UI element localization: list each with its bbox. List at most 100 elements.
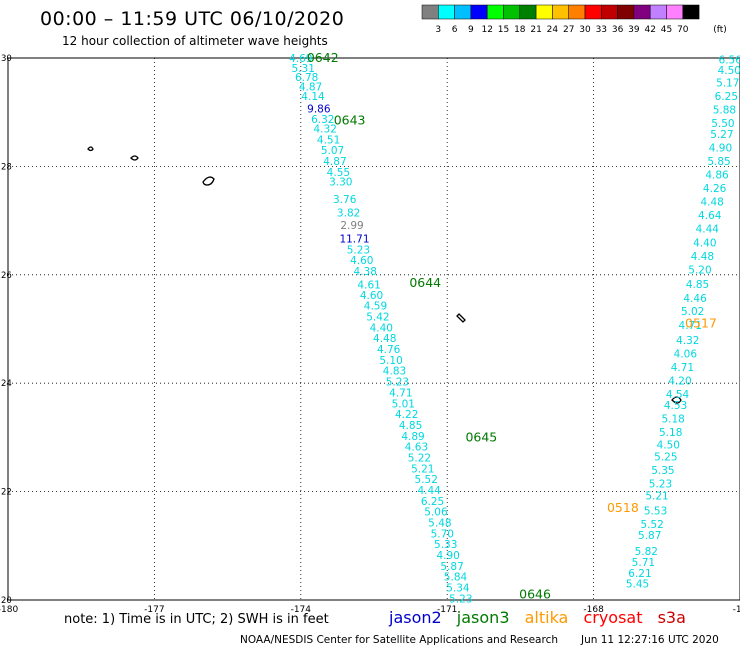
wave-height-value: 5.21: [411, 463, 434, 475]
island-outline: [456, 313, 466, 323]
colorscale-label: 36: [612, 25, 624, 35]
colorscale-swatch: [682, 4, 700, 20]
colorscale: 3 6 9 12 15 18 21 24 27 30 33 36 39 42 45 70 (ft): [421, 4, 727, 35]
wave-height-value: 5.01: [392, 398, 415, 410]
wave-height-value: 4.90: [709, 142, 732, 154]
wave-height-value: 5.25: [654, 451, 677, 463]
wave-height-value: 4.76: [377, 344, 401, 356]
x-tick-label: -180: [0, 605, 18, 615]
y-tick-label: 22: [1, 488, 12, 498]
y-tick-label: 28: [1, 162, 12, 172]
y-tick-label: 24: [1, 379, 12, 389]
pass-time-label: 0642: [307, 50, 339, 65]
wave-height-value: 4.89: [401, 431, 424, 443]
wave-height-value: 5.48: [428, 517, 451, 529]
wave-height-value: 5.02: [681, 306, 704, 318]
wave-height-value: 5.33: [434, 539, 457, 551]
colorscale-label: 33: [596, 25, 607, 35]
wave-height-value: 5.06: [424, 507, 448, 519]
wave-height-value: 5.87: [638, 530, 661, 542]
wave-height-value: 5.23: [347, 244, 370, 256]
wave-height-value: 4.40: [693, 237, 716, 249]
credit-line: NOAA/NESDIS Center for Satellite Applica…: [240, 634, 558, 646]
wave-height-value: 4.14: [301, 91, 325, 103]
wave-height-value: 4.20: [668, 375, 691, 387]
x-tick-label: -174: [291, 605, 312, 615]
colorscale-label: 21: [530, 25, 541, 35]
x-tick-label: -16: [733, 605, 740, 615]
wave-height-value: 5.85: [707, 156, 730, 168]
wave-height-value: 5.82: [635, 546, 658, 558]
wave-height-value: 4.71: [679, 320, 702, 332]
wave-height-value: 6.78: [295, 72, 318, 84]
pass-time-label: 0645: [465, 429, 497, 444]
colorscale-label: 6: [452, 25, 458, 35]
timestamp: Jun 11 12:27:16 UTC 2020: [581, 634, 719, 646]
wave-height-value: 4.61: [357, 280, 380, 292]
wave-height-value: 4.44: [417, 485, 441, 497]
legend-altika: altika: [524, 608, 569, 627]
wave-height-value: 5.88: [713, 104, 736, 116]
colorscale-label: 3: [435, 25, 441, 35]
wave-height-value: 4.71: [389, 387, 412, 399]
wave-height-value: 5.42: [366, 312, 389, 324]
wave-height-value: 5.23: [649, 478, 672, 490]
wave-height-value: 4.53: [664, 400, 687, 412]
colorscale-label: 15: [498, 25, 509, 35]
island-outline: [87, 146, 94, 152]
wave-height-value: 4.48: [700, 197, 723, 209]
wave-height-value: 5.50: [711, 118, 734, 130]
wave-height-value: 5.07: [321, 145, 344, 157]
wave-height-value: 4.60: [360, 290, 383, 302]
wave-height-value: 4.69: [289, 53, 312, 65]
footer-note: note: 1) Time is in UTC; 2) SWH is in fe…: [64, 612, 329, 627]
colorscale-label: 70: [677, 25, 689, 35]
colorscale-label: 24: [547, 25, 559, 35]
pass-time-label: 0517: [685, 316, 717, 331]
y-tick-label: 30: [1, 54, 12, 64]
wave-height-value: 4.32: [676, 335, 699, 347]
wave-height-value: 5.10: [379, 355, 402, 367]
y-tick-label: 26: [1, 271, 12, 281]
colorscale-label: 42: [644, 25, 655, 35]
colorscale-unit: (ft): [713, 25, 727, 35]
wave-height-value: 2.99: [340, 220, 363, 232]
wave-height-value: 5.22: [408, 452, 431, 464]
legend-jason3: jason3: [456, 608, 510, 627]
wave-height-value: 5.45: [626, 579, 649, 591]
wave-height-value: 4.50: [718, 65, 740, 77]
wave-height-value: 4.59: [364, 301, 387, 313]
wave-height-value: 4.90: [436, 550, 459, 562]
wave-height-value: 6.25: [715, 91, 738, 103]
wave-height-value: 4.54: [666, 389, 690, 401]
wave-height-value: 4.40: [370, 322, 393, 334]
colorscale-label: 45: [661, 25, 672, 35]
wave-height-value: 4.46: [683, 293, 707, 305]
satellite-legend: jason2 jason3 altika cryosat s3a: [389, 608, 696, 627]
wave-height-value: 5.27: [710, 129, 733, 141]
wave-height-value: 4.50: [657, 439, 680, 451]
wave-height-value: 4.32: [314, 123, 337, 135]
wave-height-value: 5.84: [444, 572, 468, 584]
wave-height-value: 5.34: [446, 583, 470, 595]
wave-height-value: 5.20: [688, 264, 711, 276]
wave-height-value: 5.18: [661, 413, 684, 425]
wave-height-value: 6.32: [311, 114, 334, 126]
wave-height-value: 4.38: [354, 266, 377, 278]
page-subtitle: 12 hour collection of altimeter wave hei…: [62, 34, 328, 48]
wave-height-value: 5.21: [645, 490, 668, 502]
wave-height-value: 4.60: [350, 255, 373, 267]
wave-height-value: 4.71: [671, 362, 694, 374]
x-tick-label: -168: [583, 605, 604, 615]
wave-height-value: 5.17: [716, 77, 739, 89]
x-tick-label: -177: [144, 605, 164, 615]
wave-height-value: 4.63: [405, 442, 428, 454]
wave-height-value: 4.44: [696, 224, 720, 236]
wave-height-value: 5.52: [415, 474, 438, 486]
wave-height-value: 6.25: [421, 496, 444, 508]
wave-height-value: 4.51: [317, 134, 340, 146]
colorscale-label: 39: [628, 25, 640, 35]
pass-time-label: 0518: [607, 500, 639, 515]
wave-height-value: 3.82: [337, 207, 360, 219]
wave-height-value: 5.35: [651, 465, 674, 477]
